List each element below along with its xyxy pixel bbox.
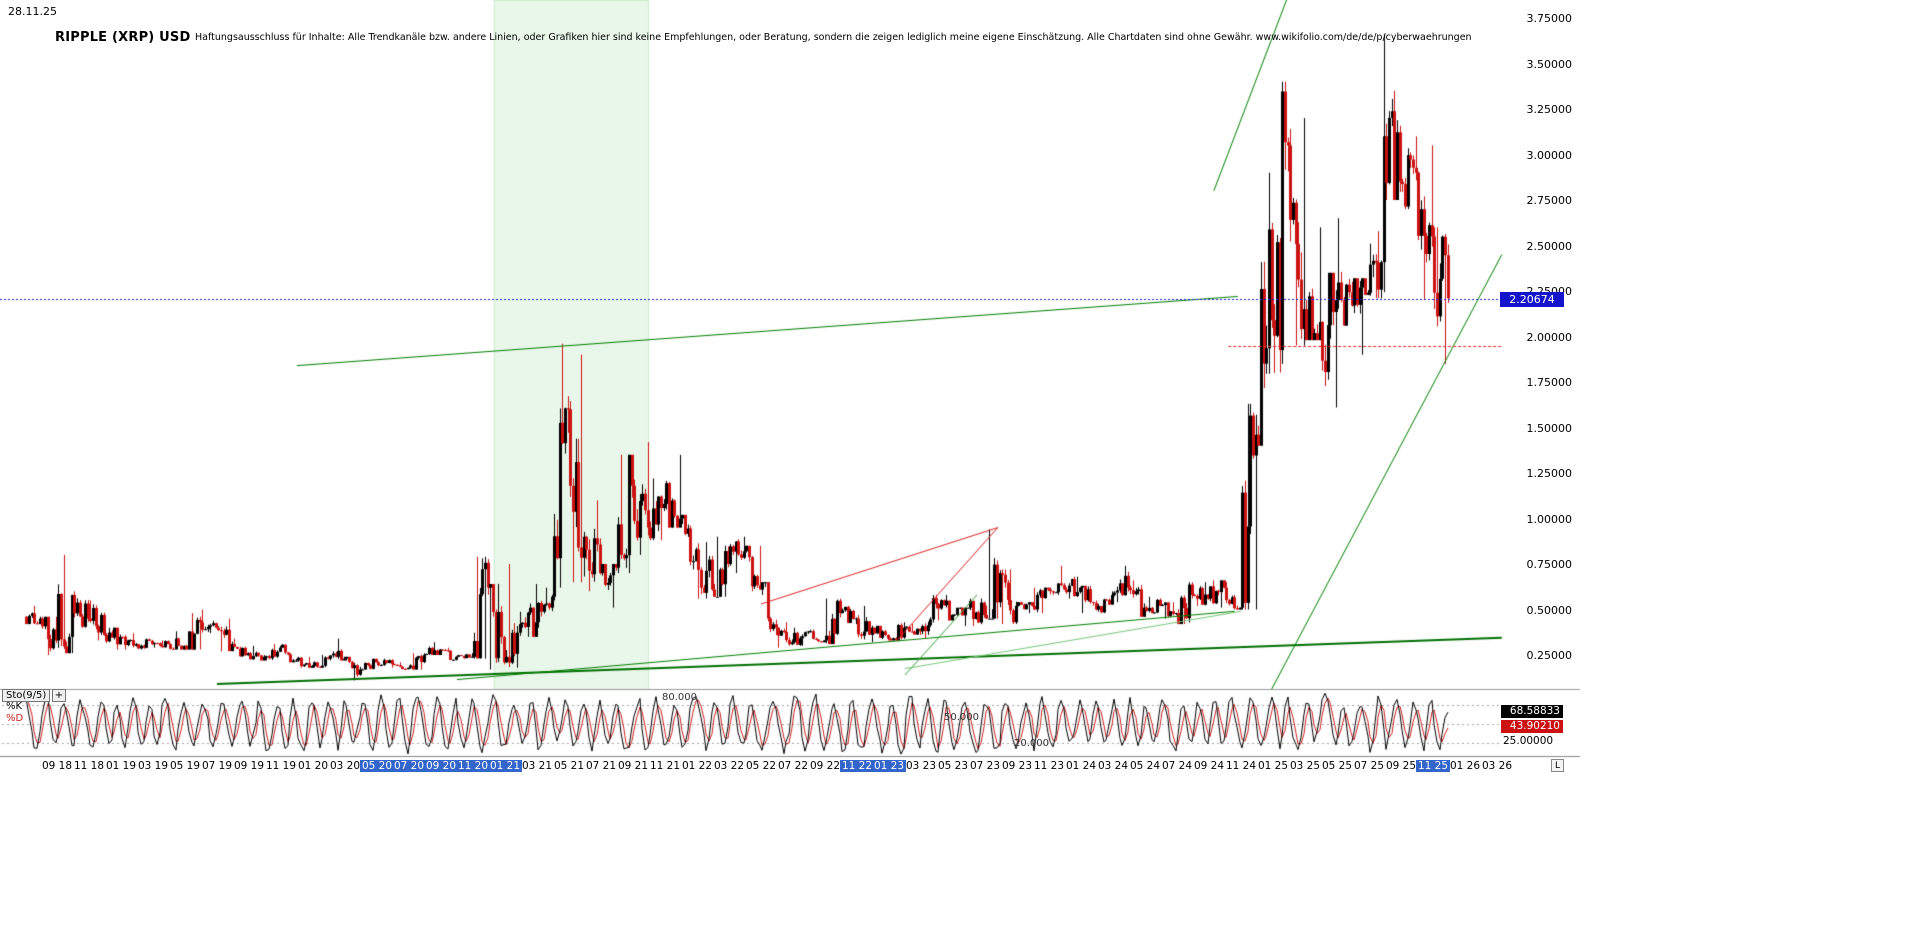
current-price-badge: 2.20674 (1500, 292, 1564, 307)
time-axis-label: 01 23 (872, 760, 906, 772)
time-axis-label: 09 20 (424, 760, 458, 772)
price-axis-label: 0.25000 (1526, 649, 1573, 662)
price-axis-label: 0.50000 (1526, 603, 1573, 617)
indicator-add-button[interactable]: + (52, 689, 66, 702)
time-axis-label: 05 23 (937, 760, 969, 772)
percent-d-value-badge: 43.90210 (1501, 720, 1563, 733)
time-axis-label: 03 23 (905, 760, 937, 772)
time-axis-label: 11 23 (1033, 760, 1065, 772)
time-axis-label: 05 21 (553, 760, 585, 772)
stochastic-indicator-label[interactable]: Sto(9/5) (2, 689, 51, 702)
time-axis-label: 05 20 (360, 760, 394, 772)
time-axis-label: 11 18 (73, 760, 105, 772)
time-axis-label: 01 22 (681, 760, 713, 772)
price-axis-label: 1.75000 (1526, 376, 1573, 389)
price-axis-label: 3.50000 (1526, 57, 1573, 71)
time-axis-label: 01 25 (1257, 760, 1289, 772)
time-axis-label: 07 24 (1161, 760, 1193, 772)
price-axis-label: 1.25000 (1526, 467, 1573, 480)
time-axis-label: 09 21 (617, 760, 649, 772)
time-axis-label: 07 25 (1353, 760, 1385, 772)
time-axis-label: 03 19 (137, 760, 169, 772)
price-axis-label: 3.75000 (1526, 12, 1573, 25)
stochastic-axis-label: 25.00000 (1503, 735, 1554, 747)
price-axis-label: 3.00000 (1526, 148, 1573, 162)
time-axis-label: 07 22 (777, 760, 809, 772)
time-axis-label: 03 24 (1097, 760, 1129, 772)
time-axis-label: 01 19 (105, 760, 137, 772)
percent-d-label: %D (6, 713, 24, 724)
stochastic-level-label: 20.000 (1014, 738, 1049, 750)
time-axis-label: 05 19 (169, 760, 201, 772)
stochastic-level-label: 50.000 (944, 712, 979, 723)
time-axis-label: 11 24 (1225, 760, 1257, 772)
time-axis-label: 01 24 (1065, 760, 1097, 772)
corner-l-button[interactable]: L (1551, 759, 1564, 772)
time-axis-label: 03 25 (1289, 760, 1321, 772)
time-axis-label: 09 22 (809, 760, 841, 772)
time-axis-label: 09 24 (1193, 760, 1225, 772)
time-axis-label: 03 21 (521, 760, 553, 772)
time-axis-label: 11 22 (840, 760, 874, 772)
time-axis-label: 11 25 (1416, 760, 1450, 772)
time-axis-label: 03 22 (713, 760, 745, 772)
time-axis-label: 03 26 (1481, 760, 1513, 772)
price-axis-label: 2.00000 (1526, 330, 1573, 344)
time-axis-label: 07 23 (969, 760, 1001, 772)
disclaimer-text: Haftungsausschluss für Inhalte: Alle Tre… (195, 32, 1472, 43)
time-axis-label: 03 20 (329, 760, 361, 772)
time-axis-label: 07 19 (201, 760, 233, 772)
price-axis-label: 2.50000 (1526, 239, 1573, 253)
time-axis-label: 05 25 (1321, 760, 1353, 772)
price-axis-label: 1.00000 (1526, 512, 1573, 526)
chart-title: RIPPLE (XRP) USD (55, 30, 191, 45)
time-axis-label: 09 25 (1385, 760, 1417, 772)
time-axis-label: 09 19 (233, 760, 265, 772)
time-axis-label: 01 26 (1449, 760, 1481, 772)
stochastic-level-label: 80.000 (662, 691, 697, 703)
price-axis-label: 2.75000 (1526, 194, 1573, 207)
percent-k-label: %K (6, 701, 23, 712)
time-axis-label: 05 22 (745, 760, 777, 772)
current-date-label: 28.11.25 (8, 5, 57, 18)
price-axis-label: 0.75000 (1526, 558, 1573, 571)
time-axis-label: 07 20 (392, 760, 426, 772)
time-axis-label: 05 24 (1129, 760, 1161, 772)
time-axis-label: 11 19 (265, 760, 297, 772)
time-axis-label: 07 21 (585, 760, 617, 772)
time-axis-label: 09 23 (1001, 760, 1033, 772)
price-axis-label: 3.25000 (1526, 103, 1573, 116)
price-axis-label: 1.50000 (1526, 421, 1573, 435)
time-axis-label: 09 18 (41, 760, 73, 772)
percent-k-value-badge: 68.58833 (1501, 705, 1563, 718)
time-axis-label: 11 20 (456, 760, 490, 772)
time-axis-label: 01 20 (297, 760, 329, 772)
time-axis-label: 11 21 (649, 760, 681, 772)
time-axis-label: 01 21 (488, 760, 522, 772)
